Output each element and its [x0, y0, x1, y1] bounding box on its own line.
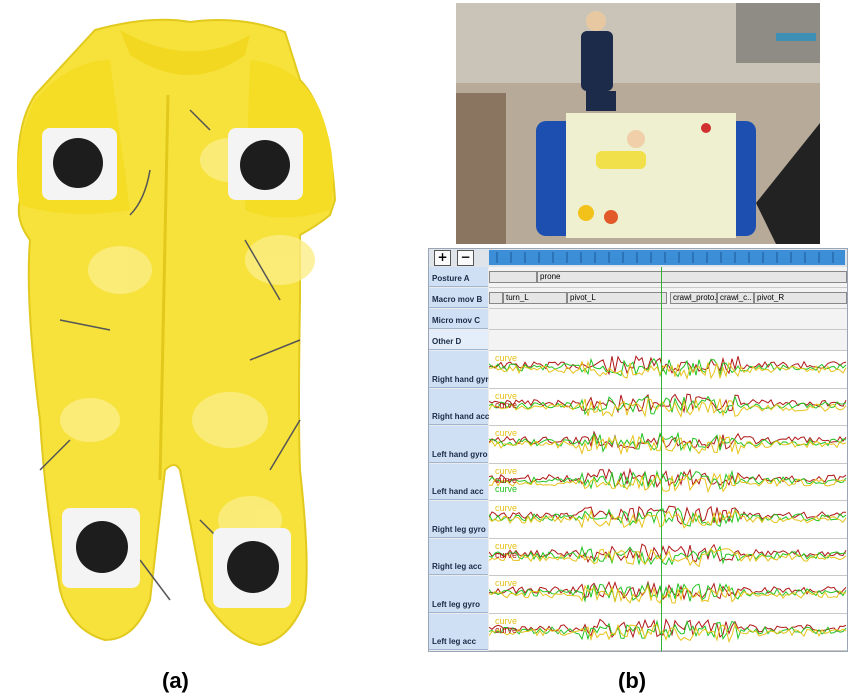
signal-track[interactable]: curve curve	[488, 388, 847, 426]
signal-line	[488, 434, 847, 456]
suit-illustration	[16, 18, 337, 647]
sensor-left-leg	[62, 508, 140, 588]
signal-line	[488, 469, 847, 490]
segment[interactable]	[489, 271, 537, 283]
signal-track[interactable]: curve	[488, 426, 847, 464]
tier-rows: Posture A prone Macro mov B turn_L pivot…	[429, 267, 847, 651]
curve-label: curve	[495, 549, 518, 560]
curve-label: curve	[495, 465, 518, 476]
signal-track[interactable]: curve curve curve	[488, 463, 847, 501]
signal-line	[488, 394, 847, 415]
signal-line	[488, 542, 847, 563]
timeline-ticks	[496, 252, 834, 263]
signal-line	[488, 471, 847, 493]
curve-label: curve	[495, 578, 518, 588]
signal-waveform	[488, 466, 847, 493]
signal-label: Left leg gyro	[429, 576, 488, 613]
signal-line	[488, 505, 847, 525]
signal-track[interactable]: curve	[488, 501, 847, 539]
plus-icon: +	[437, 250, 448, 264]
signal-label: Right leg acc	[429, 538, 488, 575]
signal-line	[488, 397, 847, 418]
signal-waveform	[488, 580, 847, 604]
curve-label: curve	[495, 474, 518, 485]
signal-waveform	[488, 617, 847, 643]
signal-label: Left hand acc	[429, 463, 488, 500]
segment-crawl-proto[interactable]: crawl_proto.	[670, 292, 717, 304]
signal-waveform	[488, 505, 847, 529]
signal-line	[488, 622, 847, 643]
signal-waveform	[488, 430, 847, 456]
video-scene	[456, 3, 820, 244]
tier-label-posture: Posture A	[429, 267, 488, 287]
toolbar: + −	[429, 249, 847, 267]
signal-line	[488, 580, 847, 601]
signal-label: Left hand gyro	[429, 426, 488, 463]
tier-label-other: Other D	[429, 330, 488, 350]
tier-track-other[interactable]	[489, 330, 847, 351]
segment-pivot-l[interactable]: pivot_L	[567, 292, 667, 304]
signal-track[interactable]: curve	[488, 576, 847, 614]
curve-label: curve	[495, 353, 518, 363]
signal-line	[488, 544, 847, 566]
sensor-left-shoulder	[42, 128, 117, 200]
signal-line	[488, 360, 847, 381]
signal-line	[488, 393, 847, 413]
curve-label: curve	[495, 503, 518, 513]
sensor-right-shoulder	[228, 128, 303, 200]
segment[interactable]	[489, 292, 503, 304]
timeline-ruler[interactable]	[489, 250, 845, 265]
signal-line	[488, 509, 847, 529]
signal-line	[488, 466, 847, 488]
signal-label: Right leg gyro	[429, 501, 488, 538]
segment-prone[interactable]: prone	[537, 271, 847, 283]
signal-line	[488, 584, 847, 604]
signal-line	[488, 617, 847, 638]
signal-line	[488, 357, 847, 378]
signal-line	[488, 507, 847, 528]
annotation-tool: + − Posture A prone Macro mov B turn_L p…	[428, 248, 848, 652]
signal-track[interactable]: curve curve	[488, 613, 847, 651]
signal-track[interactable]: curve	[488, 351, 847, 389]
minus-icon: −	[460, 250, 471, 264]
signal-line	[488, 618, 847, 641]
curve-label: curve	[495, 615, 518, 626]
signal-waveform	[488, 393, 847, 418]
signal-line	[488, 431, 847, 453]
tier-track-macro[interactable]: turn_L pivot_L crawl_proto. crawl_c.. pi…	[489, 288, 847, 309]
curve-label: curve	[495, 540, 518, 551]
signal-waveform	[488, 355, 847, 381]
curve-label: curve	[495, 624, 518, 635]
curve-label: curve	[495, 390, 518, 401]
caption-b: (b)	[618, 668, 647, 693]
video-frame	[456, 3, 820, 244]
signal-line	[488, 582, 847, 603]
curve-label: curve	[495, 483, 518, 494]
sensor-suit-photo	[0, 0, 425, 660]
signal-line	[488, 547, 847, 567]
caption-a: (a)	[162, 668, 189, 693]
curve-label: curve	[495, 428, 518, 438]
tier-label-micro: Micro mov C	[429, 309, 488, 329]
tier-track-micro[interactable]	[489, 309, 847, 330]
signal-track[interactable]: curve curve	[488, 538, 847, 576]
curve-label: curve	[495, 399, 518, 410]
signal-label: Right hand gyro	[429, 351, 493, 388]
segment-turn-l[interactable]: turn_L	[503, 292, 567, 304]
playhead-cursor[interactable]	[661, 267, 662, 651]
signal-label: Left leg acc	[429, 613, 488, 650]
zoom-in-button[interactable]: +	[434, 250, 451, 266]
sensor-right-leg	[213, 528, 291, 608]
signal-waveform	[488, 542, 847, 567]
signal-label: Right hand acc	[429, 388, 489, 425]
zoom-out-button[interactable]: −	[457, 250, 474, 266]
tier-label-macro: Macro mov B	[429, 288, 488, 308]
signal-line	[488, 430, 847, 450]
segment-crawl-c[interactable]: crawl_c..	[717, 292, 754, 304]
tier-track-posture[interactable]: prone	[489, 267, 847, 288]
segment-pivot-r[interactable]: pivot_R	[754, 292, 847, 304]
